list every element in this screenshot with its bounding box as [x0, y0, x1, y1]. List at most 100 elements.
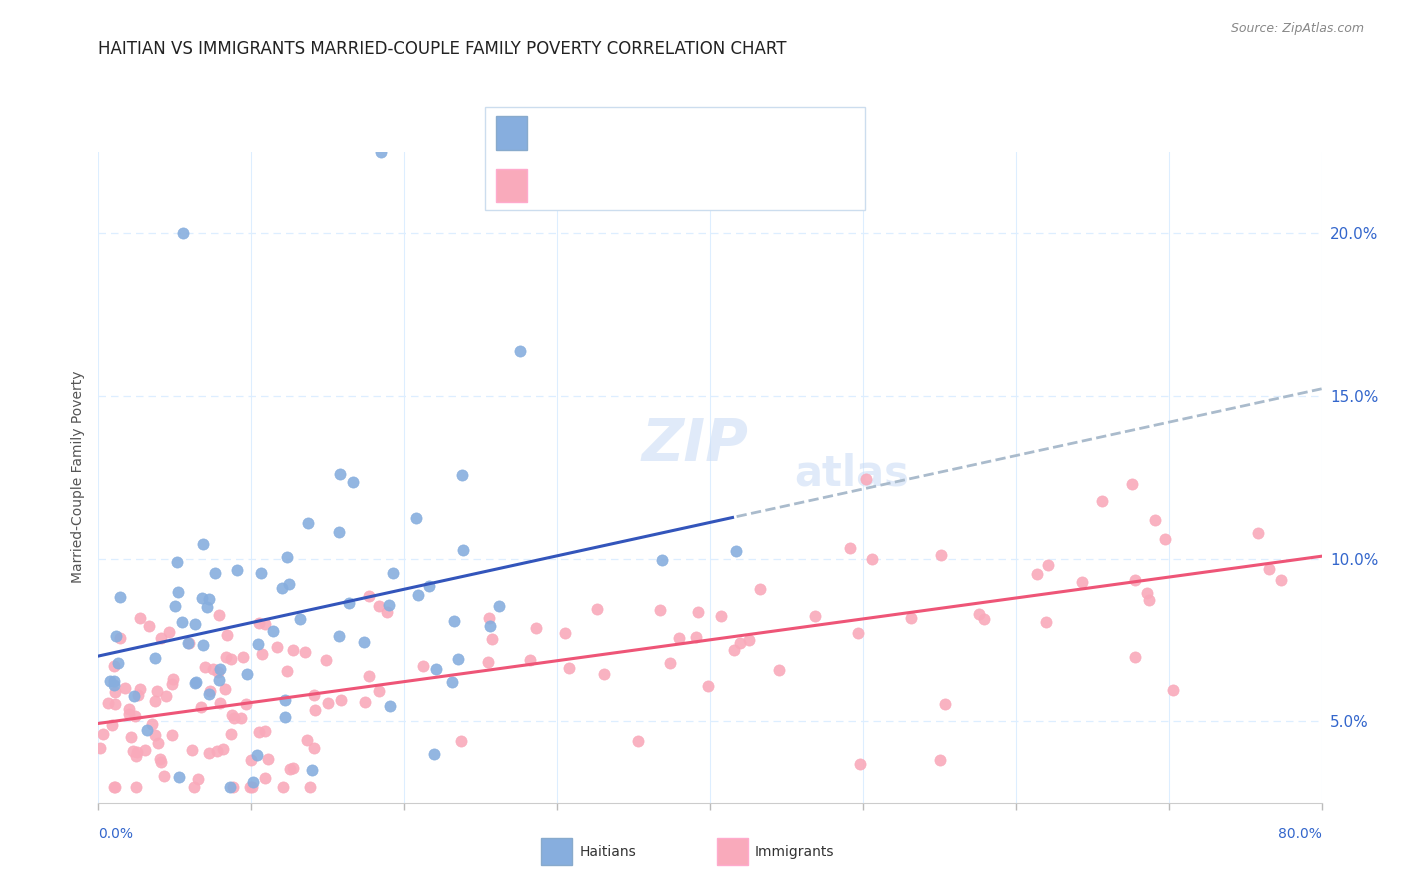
Point [124, 780, 146, 794]
Point [167, 585, 190, 599]
Point [1125, 650, 1147, 665]
Point [103, 678, 125, 692]
Point [658, 656, 681, 670]
Point [1246, 526, 1268, 541]
Point [219, 780, 242, 794]
Point [524, 621, 547, 635]
Point [104, 780, 127, 794]
Point [273, 780, 295, 794]
Point [198, 746, 221, 760]
Point [301, 763, 323, 777]
Text: Source: ZipAtlas.com: Source: ZipAtlas.com [1230, 22, 1364, 36]
Point [195, 599, 218, 614]
Point [509, 343, 531, 358]
Point [247, 615, 270, 630]
Point [353, 635, 375, 649]
Point [328, 525, 350, 540]
Point [128, 681, 150, 696]
Point [375, 606, 398, 620]
Point [242, 774, 264, 789]
Text: N =: N = [651, 126, 685, 140]
Point [138, 618, 160, 632]
Point [222, 780, 245, 794]
Point [225, 563, 247, 577]
Point [283, 761, 305, 775]
Point [295, 733, 318, 747]
Point [304, 740, 326, 755]
Point [849, 757, 872, 772]
Point [89, 740, 111, 755]
Point [929, 548, 952, 562]
Point [177, 636, 200, 650]
Point [236, 666, 259, 681]
Point [155, 690, 177, 704]
Point [354, 695, 377, 709]
Point [443, 614, 465, 628]
Point [370, 145, 392, 159]
Point [477, 656, 499, 670]
Point [122, 744, 145, 758]
Point [238, 780, 260, 794]
Point [627, 734, 650, 748]
Point [316, 696, 339, 710]
Point [208, 673, 231, 687]
Point [129, 611, 152, 625]
Point [198, 683, 221, 698]
Point [412, 658, 434, 673]
Point [554, 626, 576, 640]
Point [1091, 493, 1114, 508]
Point [302, 688, 325, 702]
Point [860, 552, 883, 566]
Point [198, 687, 221, 701]
Point [149, 632, 172, 646]
Point [211, 741, 233, 756]
Point [201, 662, 224, 676]
Text: atlas: atlas [794, 453, 910, 495]
Point [208, 608, 231, 623]
Point [172, 226, 194, 240]
Point [304, 704, 326, 718]
Point [103, 658, 125, 673]
Point [481, 632, 503, 646]
Point [160, 728, 183, 742]
Point [146, 736, 169, 750]
Point [281, 642, 304, 657]
Point [928, 754, 950, 768]
Point [254, 771, 277, 785]
Point [447, 651, 470, 665]
Point [1136, 586, 1159, 600]
Point [1139, 592, 1161, 607]
Point [451, 468, 474, 483]
Point [934, 697, 956, 711]
Point [262, 624, 284, 638]
Point [215, 649, 238, 664]
Point [245, 748, 267, 763]
Point [187, 772, 209, 786]
Point [668, 632, 690, 646]
Point [166, 555, 188, 569]
Text: 80.0%: 80.0% [1278, 827, 1322, 841]
Point [294, 644, 316, 658]
Point [1257, 562, 1279, 576]
Point [247, 724, 270, 739]
Point [451, 542, 474, 557]
Point [193, 537, 215, 551]
Point [143, 727, 166, 741]
Point [135, 723, 157, 738]
Point [519, 653, 541, 667]
Point [127, 745, 149, 759]
Point [165, 599, 187, 614]
Text: R =: R = [538, 178, 572, 193]
Point [768, 663, 790, 677]
Point [167, 770, 190, 784]
Point [406, 588, 429, 602]
Point [254, 617, 277, 632]
Text: 0.675: 0.675 [578, 178, 626, 193]
Point [686, 605, 709, 619]
Text: 0.0%: 0.0% [98, 827, 134, 841]
Point [368, 684, 391, 698]
Text: HAITIAN VS IMMIGRANTS MARRIED-COUPLE FAMILY POVERTY CORRELATION CHART: HAITIAN VS IMMIGRANTS MARRIED-COUPLE FAM… [98, 40, 787, 58]
Point [221, 708, 243, 723]
Point [1035, 615, 1057, 630]
Point [738, 632, 761, 647]
